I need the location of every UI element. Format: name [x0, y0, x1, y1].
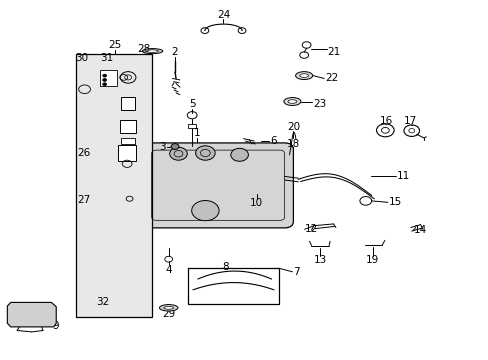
Circle shape: [195, 146, 215, 160]
Text: 17: 17: [403, 116, 417, 126]
Bar: [121, 97, 135, 110]
Circle shape: [102, 74, 106, 77]
Text: 2: 2: [171, 47, 178, 57]
Text: 28: 28: [137, 44, 151, 54]
Ellipse shape: [283, 98, 301, 105]
Text: 19: 19: [365, 255, 379, 265]
Text: 22: 22: [325, 73, 338, 84]
FancyBboxPatch shape: [142, 143, 293, 228]
Text: 16: 16: [379, 116, 392, 126]
Text: 21: 21: [327, 47, 340, 57]
Text: 1: 1: [193, 128, 200, 138]
Bar: [188, 268, 278, 304]
Text: 13: 13: [313, 255, 326, 265]
Text: 27: 27: [77, 195, 90, 205]
Bar: [76, 54, 151, 317]
Circle shape: [191, 201, 219, 221]
Text: 11: 11: [396, 171, 409, 181]
Text: 18: 18: [286, 139, 300, 149]
Text: 10: 10: [250, 198, 263, 208]
Bar: [120, 120, 136, 133]
Bar: [118, 145, 136, 161]
Text: 15: 15: [388, 197, 401, 207]
Bar: [121, 138, 135, 144]
Ellipse shape: [142, 49, 163, 54]
Text: 12: 12: [305, 224, 318, 234]
Text: 6: 6: [270, 136, 277, 146]
Text: 30: 30: [75, 53, 88, 63]
Text: 5: 5: [188, 99, 195, 109]
Text: 9: 9: [53, 321, 60, 331]
Circle shape: [171, 144, 179, 149]
Text: 23: 23: [312, 99, 325, 109]
Text: 4: 4: [165, 265, 172, 275]
Text: 8: 8: [222, 262, 229, 272]
Text: 20: 20: [286, 122, 299, 132]
Circle shape: [102, 78, 106, 81]
Ellipse shape: [295, 72, 312, 80]
Text: 14: 14: [413, 225, 427, 235]
Text: 31: 31: [100, 53, 113, 63]
Ellipse shape: [146, 50, 158, 52]
Text: 3: 3: [158, 141, 165, 152]
Ellipse shape: [299, 74, 308, 77]
Text: 26: 26: [77, 148, 90, 158]
Text: 29: 29: [162, 309, 175, 319]
Polygon shape: [7, 302, 56, 327]
Text: 32: 32: [96, 297, 109, 307]
Ellipse shape: [159, 305, 178, 311]
Ellipse shape: [287, 100, 296, 103]
Circle shape: [102, 83, 106, 86]
Bar: [100, 70, 117, 86]
Ellipse shape: [163, 306, 173, 309]
Circle shape: [230, 148, 248, 161]
Bar: [188, 124, 196, 128]
Text: 7: 7: [293, 267, 300, 277]
Circle shape: [169, 147, 187, 160]
Text: 24: 24: [216, 10, 230, 20]
Text: 25: 25: [108, 40, 122, 50]
